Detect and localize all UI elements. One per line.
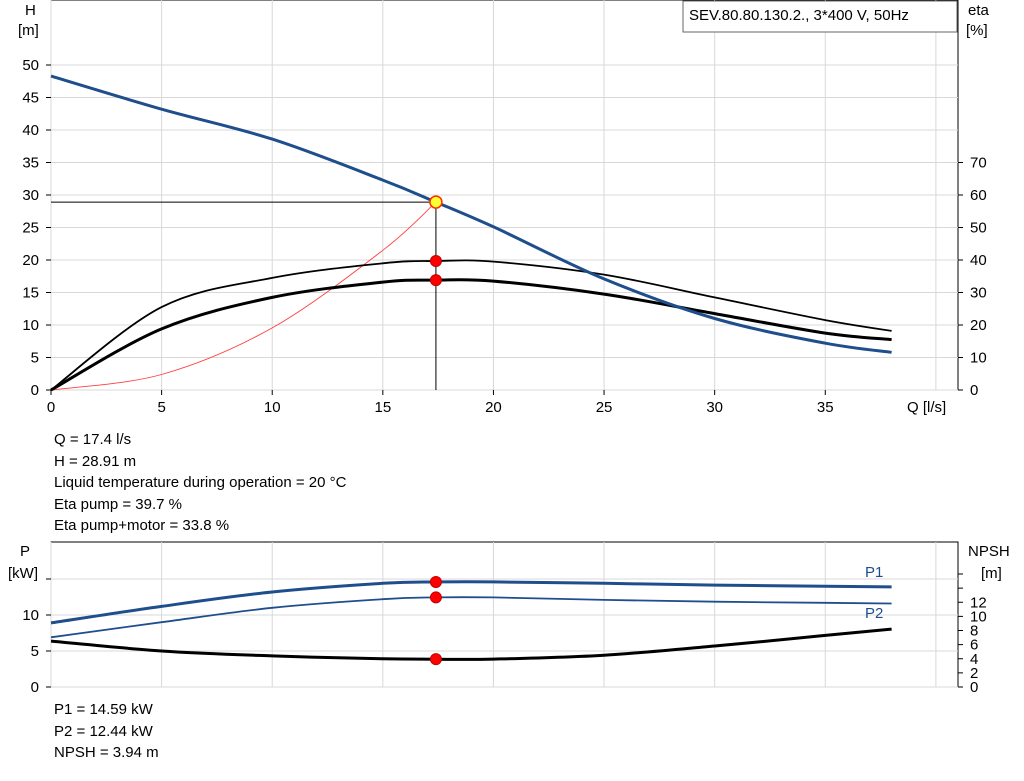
x-tick-label: 30: [706, 399, 723, 416]
series-line-eta-pump: [50, 259, 892, 391]
bottom-series: [50, 580, 892, 661]
y2-tick-label: 50: [970, 220, 987, 237]
series-line-eta-pump-motor: [50, 278, 892, 392]
bottom-grid: [50, 542, 958, 688]
y-tick-label: 40: [22, 122, 39, 139]
info-bottom: P1 = 14.59 kW P2 = 12.44 kW NPSH = 3.94 …: [54, 699, 159, 764]
top-operating-point: [51, 195, 443, 390]
bottom-operating-point: [429, 575, 442, 666]
npsh-tick-label: 2: [970, 665, 978, 682]
npsh-axis-unit: [m]: [981, 565, 1002, 582]
y-tick-label: 15: [22, 285, 39, 302]
x-tick-label: 0: [47, 399, 55, 416]
top-ticks: 0 5 10 15 20 25 30 35 0 5 10 15 20 25 30 35 40 45 50 0 10 20 3…: [22, 57, 986, 416]
op-point-p1: [429, 575, 442, 588]
info-eta-pump-motor: Eta pump+motor = 33.8 %: [54, 517, 230, 534]
x-tick-label: 25: [596, 399, 613, 416]
y2-tick-label: 40: [970, 252, 987, 269]
p-axis-unit: [kW]: [8, 565, 38, 582]
series-line-system-curve: [50, 201, 437, 391]
op-point-p2: [429, 591, 442, 604]
op-point-eta-pump-motor: [429, 274, 442, 287]
chart-title: SEV.80.80.130.2., 3*400 V, 50Hz: [689, 7, 909, 24]
y-tick-label: 10: [22, 317, 39, 334]
npsh-tick-label: 8: [970, 623, 978, 640]
info-p2: P2 = 12.44 kW: [54, 722, 153, 740]
info-temperature: Liquid temperature during operation = 20…: [54, 474, 347, 491]
npsh-tick-label: 10: [970, 608, 987, 625]
y-tick-label: 50: [22, 57, 39, 74]
top-grid: [50, 0, 958, 391]
y-tick-label: 45: [22, 90, 39, 107]
series-line-npsh: [50, 627, 892, 661]
y2-axis-label: eta: [968, 2, 990, 19]
y2-tick-label: 10: [970, 350, 987, 367]
info-q: Q = 17.4 l/s: [54, 431, 132, 448]
y2-tick-label: 60: [970, 187, 987, 204]
x-tick-label: 5: [157, 399, 165, 416]
op-point-head: [429, 195, 443, 209]
x-tick-label: 20: [485, 399, 502, 416]
p-tick-label: 10: [22, 607, 39, 624]
npsh-tick-label: 12: [970, 594, 987, 611]
x-tick-label: 10: [264, 399, 281, 416]
y2-tick-label: 20: [970, 317, 987, 334]
info-npsh: NPSH = 3.94 m: [54, 744, 159, 761]
p-tick-label: 5: [31, 643, 39, 660]
y2-tick-label: 0: [970, 382, 978, 399]
y-tick-label: 0: [31, 382, 39, 399]
op-point-npsh: [429, 653, 442, 666]
y-tick-label: 20: [22, 252, 39, 269]
title-box: [682, 0, 958, 33]
npsh-tick-label: 0: [970, 679, 978, 696]
y2-tick-label: 30: [970, 285, 987, 302]
info-p1: P1 = 14.59 kW: [54, 701, 153, 718]
info-top: Q = 17.4 l/s H = 28.91 m Liquid temperat…: [54, 429, 346, 537]
y-tick-label: 25: [22, 220, 39, 237]
legend-p1: P1: [865, 564, 883, 581]
npsh-tick-label: 6: [970, 637, 978, 654]
y-tick-label: 5: [31, 350, 39, 367]
legend-p2: P2: [865, 605, 883, 622]
op-point-eta-pump: [429, 254, 442, 267]
series-line-H: [50, 74, 892, 354]
y-axis-label: H: [25, 2, 36, 19]
series-line-p2: [50, 596, 892, 639]
p-axis-label: P: [20, 543, 30, 560]
y2-tick-label: 70: [970, 155, 987, 172]
x-axis-label: Q [l/s]: [907, 399, 946, 416]
y2-axis-unit: [%]: [966, 22, 988, 39]
y-tick-label: 35: [22, 155, 39, 172]
p-tick-label: 0: [31, 679, 39, 696]
y-axis-unit: [m]: [18, 22, 39, 39]
x-tick-label: 15: [374, 399, 391, 416]
info-eta-pump: Eta pump = 39.7 %: [54, 495, 182, 513]
info-h: H = 28.91 m: [54, 452, 137, 470]
x-tick-label: 35: [817, 399, 834, 416]
series-line-p1: [50, 580, 892, 625]
npsh-tick-label: 4: [970, 651, 978, 668]
y-tick-label: 30: [22, 187, 39, 204]
top-series: [50, 74, 892, 392]
npsh-axis-label: NPSH: [968, 543, 1010, 560]
